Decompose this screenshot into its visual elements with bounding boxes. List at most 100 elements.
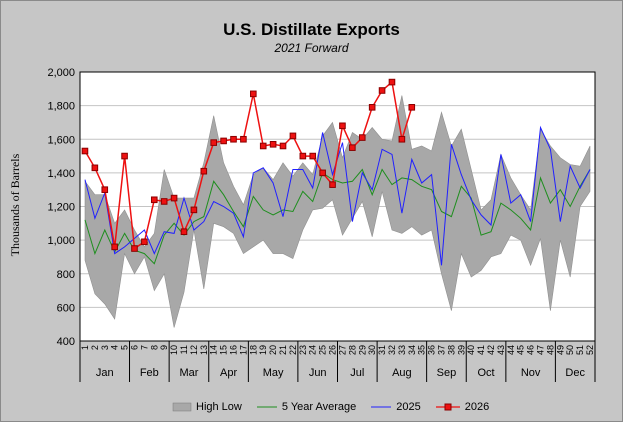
series-2026-point [91,164,99,172]
series-2026-point [111,243,118,251]
x-tick-label: 2 [90,345,100,350]
y-tick-label: 1,800 [47,101,75,113]
month-label: Nov [521,367,541,379]
x-tick-label: 46 [526,345,536,355]
series-2026-point [378,87,386,94]
series-2026-point [141,238,148,246]
x-tick-label: 9 [159,345,169,350]
month-label: Oct [477,367,494,379]
y-tick-label: 1,400 [47,168,75,180]
x-tick-label: 35 [417,345,427,355]
x-tick-label: 12 [189,345,199,355]
series-2026-point [398,135,406,143]
legend-item-2025: 2025 [370,401,421,413]
x-tick-label: 5 [120,345,130,350]
x-tick-label: 42 [486,345,496,355]
month-label: Aug [392,367,412,379]
x-tick-label: 40 [466,345,476,355]
legend-label-2026: 2026 [464,401,490,413]
y-tick-label: 600 [57,302,75,314]
x-tick-label: 21 [278,345,288,355]
x-tick-label: 45 [516,345,526,355]
series-2026-point [269,140,277,148]
y-tick-label: 1,000 [47,235,75,247]
x-tick-label: 22 [288,345,298,355]
legend-swatch-5-year-average [256,406,277,408]
series-2026-point [319,169,326,177]
series-2026-point [190,206,198,214]
series-2026-line [84,80,413,250]
series-2026-point [309,152,317,160]
x-tick-label: 51 [575,345,585,355]
x-tick-label: 48 [545,345,555,355]
x-tick-label: 49 [555,345,565,355]
x-tick-label: 10 [169,345,179,355]
x-tick-label: 26 [328,345,338,355]
y-tick-label: 400 [57,336,75,348]
x-tick-label: 24 [308,345,318,355]
series-2026-point [289,132,297,140]
x-tick-label: 43 [496,345,506,355]
x-tick-label: 50 [565,345,575,355]
month-label: May [263,367,284,379]
series-2026-point [349,144,356,151]
month-label: Mar [179,367,198,379]
x-tick-label: 17 [238,345,248,355]
x-tick-label: 6 [130,345,140,350]
x-tick-label: 36 [427,345,437,355]
x-tick-label: 47 [536,345,546,355]
series-2026-point [81,147,89,155]
x-tick-label: 8 [149,345,159,350]
series-2026-point [358,134,366,141]
series-2026-point [368,104,376,111]
series-2026-point [210,139,218,146]
y-tick-label: 1,600 [47,134,75,146]
series-2026-point [230,135,237,143]
legend-label-5-year-average: 5 Year Average [281,401,357,413]
series-2026-point [329,181,336,188]
legend-swatch-band [172,402,192,412]
chart-title: U.S. Distillate Exports [223,20,400,39]
x-tick-label: 7 [139,345,149,350]
x-tick-label: 13 [199,345,209,355]
legend-label-high-low: High Low [196,401,242,413]
series-2026-point [200,167,208,175]
y-axis-label-text: Thousands of Barrels [8,153,22,256]
x-tick-label: 25 [318,345,328,355]
month-label: Jun [309,367,327,379]
chart-subtitle: 2021 Forward [274,41,349,55]
x-tick-label: 34 [407,345,417,355]
y-tick-label: 2,000 [47,67,75,79]
x-tick-label: 32 [387,345,397,355]
legend-swatch-2026 [435,403,460,411]
month-label: Jul [350,367,364,379]
month-label: Feb [140,367,159,379]
x-tick-label: 28 [347,345,357,355]
legend-item-2026: 2026 [435,401,489,413]
x-tick-label: 27 [338,345,348,355]
x-tick-label: 39 [456,345,466,355]
x-tick-label: 29 [357,345,367,355]
x-tick-label: 37 [437,345,447,355]
series-2026-point [299,152,307,160]
x-tick-label: 23 [298,345,308,355]
series-2026-point [279,142,287,150]
x-tick-label: 20 [268,345,278,355]
series-2026-point [101,186,109,193]
x-tick-label: 31 [377,345,387,355]
series-2026-point [131,245,138,252]
x-tick-label: 1 [80,345,90,350]
x-tick-label: 11 [179,345,189,354]
x-tick-label: 33 [397,345,407,355]
x-tick-label: 52 [585,345,595,355]
series-2026-point [170,194,178,202]
x-tick-label: 41 [476,345,486,355]
x-tick-label: 19 [258,345,268,355]
y-tick-label: 1,200 [47,202,75,214]
series-2026-point [339,122,346,130]
series-2026-point [250,90,257,98]
x-tick-label: 18 [248,345,258,355]
x-tick-label: 16 [229,345,239,355]
x-tick-label: 15 [219,345,229,355]
